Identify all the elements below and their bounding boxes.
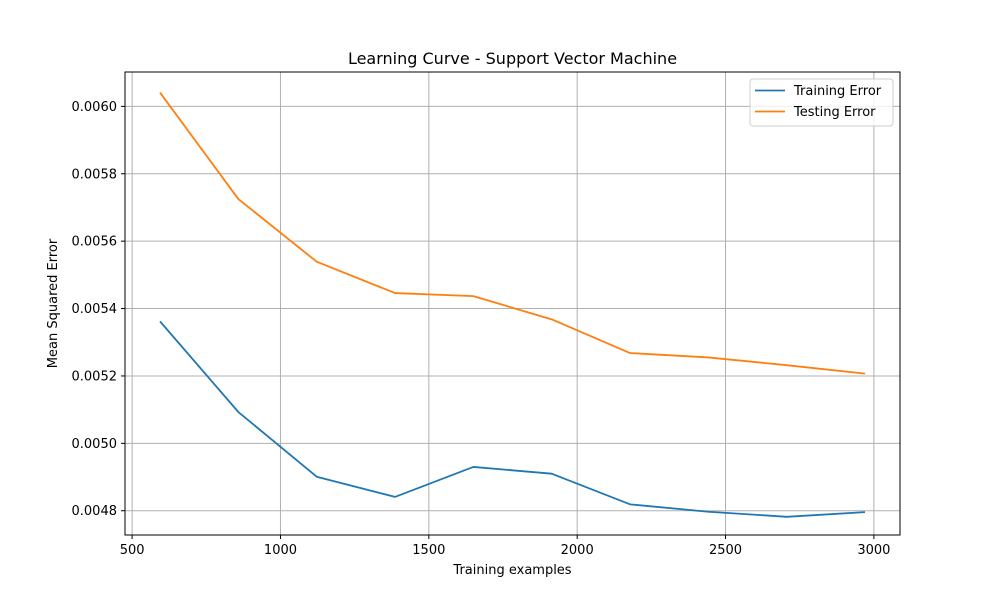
training-error-line bbox=[159, 320, 866, 518]
x-tick-label: 2000 bbox=[561, 543, 594, 558]
plot-frame bbox=[124, 71, 901, 536]
y-axis-ticks: 0.0048 0.0050 0.0052 0.0054 0.0056 0.0058 0.00… bbox=[72, 100, 125, 519]
x-tick-label: 2500 bbox=[709, 543, 742, 558]
x-tick-label: 1500 bbox=[412, 543, 445, 558]
y-axis-label: Mean Squared Error bbox=[46, 238, 61, 368]
legend: Training Error Testing Error bbox=[749, 78, 894, 127]
y-tick-label: 0.0060 bbox=[72, 100, 118, 115]
y-tick-label: 0.0050 bbox=[72, 437, 118, 452]
y-tick-label: 0.0058 bbox=[72, 167, 118, 182]
legend-box bbox=[749, 78, 894, 127]
chart-title: Learning Curve - Support Vector Machine bbox=[348, 49, 677, 68]
testing-error-legend-label: Testing Error bbox=[793, 105, 876, 120]
series-lines bbox=[159, 92, 866, 518]
testing-error-line bbox=[159, 92, 866, 375]
training-error-legend-label: Training Error bbox=[793, 84, 882, 99]
y-tick-label: 0.0048 bbox=[72, 504, 118, 519]
y-tick-label: 0.0052 bbox=[72, 369, 118, 384]
y-tick-label: 0.0054 bbox=[72, 302, 118, 317]
x-tick-label: 500 bbox=[120, 543, 145, 558]
y-tick-label: 0.0056 bbox=[72, 235, 118, 250]
x-axis-label: Training examples bbox=[452, 563, 571, 578]
x-axis-ticks: 500 1000 1500 2000 2500 3000 bbox=[120, 535, 890, 558]
x-tick-label: 3000 bbox=[857, 543, 890, 558]
x-tick-label: 1000 bbox=[264, 543, 297, 558]
